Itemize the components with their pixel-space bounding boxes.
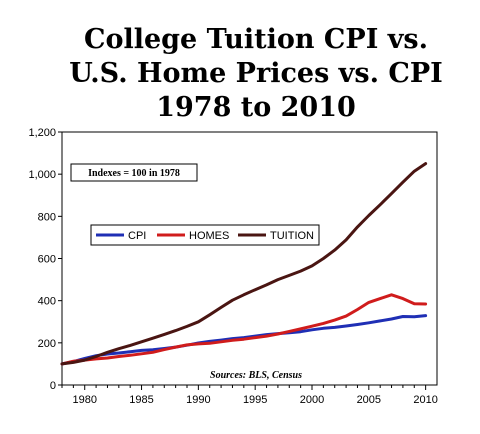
legend: CPI HOMES TUITION bbox=[90, 224, 320, 246]
series-line-cpi bbox=[60, 314, 428, 366]
y-tick-label: 1,200 bbox=[28, 127, 56, 139]
x-tick-label: 1985 bbox=[129, 394, 153, 406]
annotation-border bbox=[70, 163, 198, 182]
annotation-box: Indexes = 100 in 1978 bbox=[70, 163, 198, 182]
title-line-2: U.S. Home Prices vs. CPI bbox=[69, 58, 443, 89]
x-tick-label: 1980 bbox=[72, 394, 96, 406]
chart-title: College Tuition CPI vs. U.S. Home Prices… bbox=[69, 24, 443, 123]
legend-label-tuition: TUITION bbox=[270, 230, 314, 242]
legend-label-cpi: CPI bbox=[128, 230, 146, 242]
legend-border bbox=[90, 224, 320, 246]
y-tick-label: 600 bbox=[38, 254, 56, 266]
series-line-tuition bbox=[60, 162, 428, 366]
legend-label-homes: HOMES bbox=[189, 230, 229, 242]
x-tick-label: 1995 bbox=[243, 394, 267, 406]
y-tick-label: 200 bbox=[38, 338, 56, 350]
source-note: Sources: BLS, Census bbox=[210, 370, 302, 381]
x-tick-label: 2005 bbox=[357, 394, 381, 406]
x-tick-label: 2000 bbox=[300, 394, 324, 406]
title-line-3: 1978 to 2010 bbox=[156, 92, 356, 123]
x-tick-label: 1990 bbox=[186, 394, 210, 406]
annotation-text: Indexes = 100 in 1978 bbox=[88, 168, 180, 179]
series-line-homes bbox=[60, 293, 428, 366]
y-axis: 0 200 400 600 800 1,000 1,200 bbox=[28, 127, 62, 392]
y-tick-label: 400 bbox=[38, 296, 56, 308]
title-line-1: College Tuition CPI vs. bbox=[84, 24, 428, 55]
x-axis: 1980 1985 1990 1995 2000 2005 2010 bbox=[61, 385, 438, 406]
y-tick-label: 1,000 bbox=[28, 169, 56, 181]
y-tick-label: 0 bbox=[50, 380, 56, 392]
series-layer bbox=[60, 162, 428, 366]
y-tick-label: 800 bbox=[38, 211, 56, 223]
x-tick-label: 2010 bbox=[413, 394, 437, 406]
